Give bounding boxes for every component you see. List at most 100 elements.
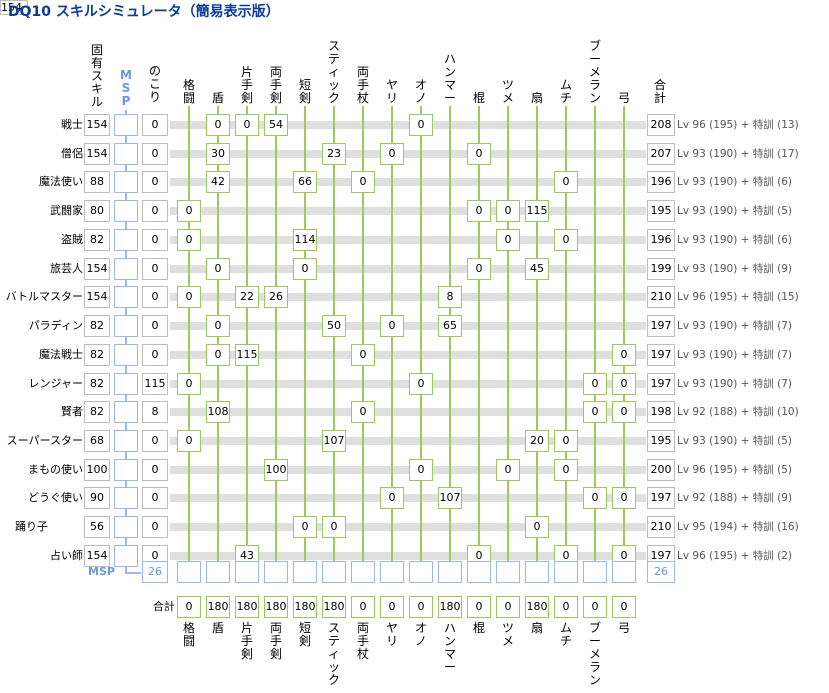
msp-weapon-input[interactable] xyxy=(380,561,404,583)
msp-input[interactable] xyxy=(114,114,138,136)
msp-weapon-input[interactable] xyxy=(438,561,462,583)
skill-input[interactable]: 0 xyxy=(177,200,201,222)
skill-input[interactable]: 0 xyxy=(293,516,317,538)
msp-input[interactable] xyxy=(114,171,138,193)
skill-input[interactable]: 20 xyxy=(525,430,549,452)
skill-input[interactable]: 54 xyxy=(264,114,288,136)
skill-input[interactable]: 0 xyxy=(380,143,404,165)
msp-input[interactable] xyxy=(114,430,138,452)
skill-input[interactable]: 0 xyxy=(409,114,433,136)
skill-input[interactable]: 0 xyxy=(612,487,636,509)
skill-input[interactable]: 0 xyxy=(554,459,578,481)
footer-weapon-13: ムチ xyxy=(559,621,572,648)
msp-weapon-input[interactable] xyxy=(496,561,520,583)
msp-weapon-input[interactable] xyxy=(293,561,317,583)
msp-input[interactable] xyxy=(114,200,138,222)
skill-input[interactable]: 115 xyxy=(235,344,259,366)
msp-input[interactable] xyxy=(114,487,138,509)
skill-input[interactable]: 0 xyxy=(351,344,375,366)
header-weapon-14: ブーメラン xyxy=(588,39,601,105)
skill-input[interactable]: 0 xyxy=(380,315,404,337)
skill-input[interactable]: 0 xyxy=(496,459,520,481)
skill-input[interactable]: 0 xyxy=(583,401,607,423)
skill-input[interactable]: 0 xyxy=(206,114,230,136)
msp-weapon-input[interactable] xyxy=(322,561,346,583)
skill-input[interactable]: 45 xyxy=(525,258,549,280)
skill-input[interactable]: 0 xyxy=(322,516,346,538)
msp-weapon-input[interactable] xyxy=(583,561,607,583)
msp-input[interactable] xyxy=(114,516,138,538)
skill-input[interactable]: 0 xyxy=(177,373,201,395)
remaining-points: 0 xyxy=(142,430,168,452)
skill-input[interactable]: 0 xyxy=(554,430,578,452)
msp-weapon-input[interactable] xyxy=(264,561,288,583)
skill-input[interactable]: 0 xyxy=(554,171,578,193)
msp-input[interactable] xyxy=(114,258,138,280)
msp-input[interactable] xyxy=(114,286,138,308)
msp-weapon-input[interactable] xyxy=(525,561,549,583)
msp-weapon-input[interactable] xyxy=(467,561,491,583)
skill-input[interactable]: 108 xyxy=(206,401,230,423)
footer-weapon-4: 短剣 xyxy=(298,621,311,648)
skill-input[interactable]: 0 xyxy=(177,229,201,251)
skill-input[interactable]: 114 xyxy=(293,229,317,251)
skill-input[interactable]: 66 xyxy=(293,171,317,193)
skill-input[interactable]: 0 xyxy=(380,487,404,509)
skill-input[interactable]: 0 xyxy=(177,286,201,308)
msp-weapon-input[interactable] xyxy=(554,561,578,583)
msp-weapon-input[interactable] xyxy=(612,561,636,583)
msp-weapon-input[interactable] xyxy=(235,561,259,583)
skill-input[interactable]: 0 xyxy=(351,171,375,193)
skill-input[interactable]: 0 xyxy=(235,114,259,136)
skill-input[interactable]: 0 xyxy=(409,373,433,395)
skill-input[interactable]: 8 xyxy=(438,286,462,308)
skill-input[interactable]: 26 xyxy=(264,286,288,308)
skill-input[interactable]: 65 xyxy=(438,315,462,337)
job-name: パラディン xyxy=(28,319,83,332)
skill-input[interactable]: 100 xyxy=(264,459,288,481)
skill-input[interactable]: 0 xyxy=(554,229,578,251)
skill-input[interactable]: 0 xyxy=(293,258,317,280)
skill-input[interactable]: 0 xyxy=(583,373,607,395)
skill-input[interactable]: 0 xyxy=(612,344,636,366)
skill-input[interactable]: 23 xyxy=(322,143,346,165)
footer-weapon-1: 盾 xyxy=(211,621,224,635)
msp-input[interactable] xyxy=(114,229,138,251)
skill-input[interactable]: 0 xyxy=(583,487,607,509)
skill-input[interactable]: 0 xyxy=(206,315,230,337)
skill-input[interactable]: 0 xyxy=(496,200,520,222)
msp-input[interactable] xyxy=(114,315,138,337)
msp-input[interactable] xyxy=(114,459,138,481)
fixed-skill-value: 80 xyxy=(84,200,110,222)
skill-input[interactable]: 0 xyxy=(206,258,230,280)
skill-input[interactable]: 0 xyxy=(409,459,433,481)
skill-input[interactable]: 42 xyxy=(206,171,230,193)
skill-input[interactable]: 107 xyxy=(438,487,462,509)
skill-input[interactable]: 22 xyxy=(235,286,259,308)
msp-weapon-input[interactable] xyxy=(177,561,201,583)
skill-input[interactable]: 115 xyxy=(525,200,549,222)
msp-input[interactable] xyxy=(114,373,138,395)
skill-input[interactable]: 0 xyxy=(467,258,491,280)
skill-input[interactable]: 0 xyxy=(496,229,520,251)
msp-input[interactable] xyxy=(114,401,138,423)
skill-input[interactable]: 0 xyxy=(612,401,636,423)
msp-weapon-input[interactable] xyxy=(206,561,230,583)
skill-input[interactable]: 107 xyxy=(322,430,346,452)
skill-input[interactable]: 0 xyxy=(467,200,491,222)
msp-input[interactable] xyxy=(114,344,138,366)
skill-input[interactable]: 0 xyxy=(467,143,491,165)
skill-input[interactable]: 50 xyxy=(322,315,346,337)
footer-weapon-2: 片手剣 xyxy=(240,621,253,661)
skill-input[interactable]: 0 xyxy=(351,401,375,423)
msp-weapon-input[interactable] xyxy=(351,561,375,583)
skill-input[interactable]: 0 xyxy=(612,373,636,395)
msp-column-line xyxy=(125,110,127,574)
msp-input[interactable] xyxy=(114,545,138,567)
msp-weapon-input[interactable] xyxy=(409,561,433,583)
skill-input[interactable]: 0 xyxy=(206,344,230,366)
skill-input[interactable]: 30 xyxy=(206,143,230,165)
skill-input[interactable]: 0 xyxy=(177,430,201,452)
skill-input[interactable]: 0 xyxy=(525,516,549,538)
msp-input[interactable] xyxy=(114,143,138,165)
